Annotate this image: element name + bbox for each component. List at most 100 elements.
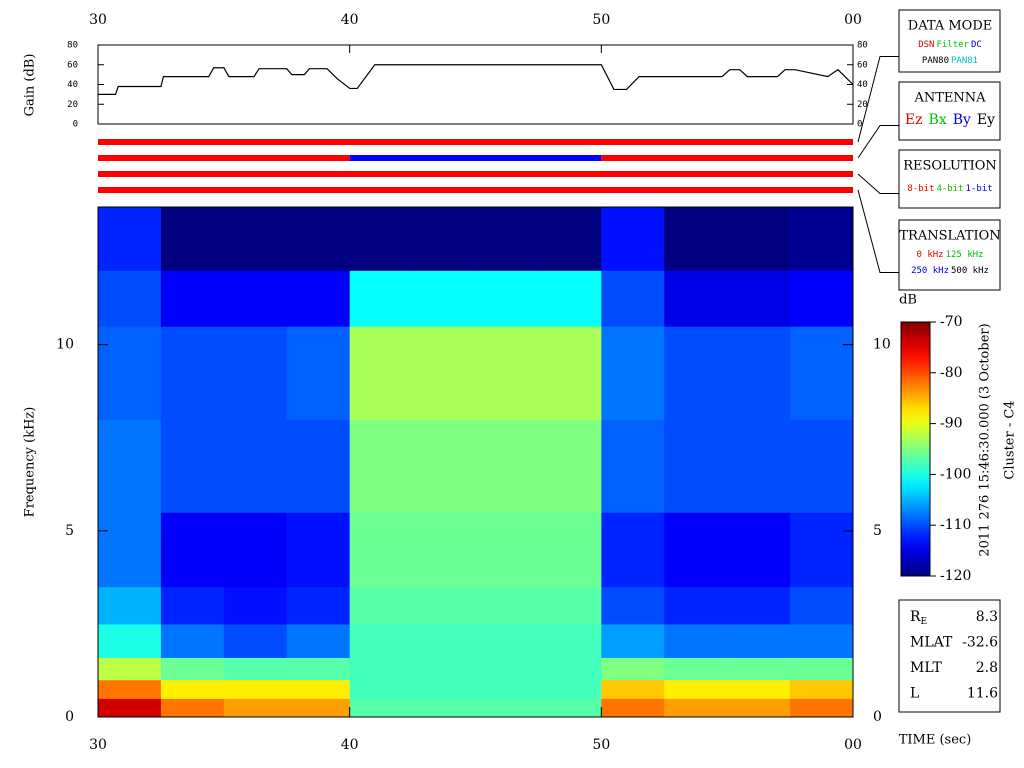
legend-row: 8-bit 4-bit 1-bit (907, 184, 992, 194)
heat-cell (790, 326, 854, 420)
legend-item: 4-bit (936, 184, 963, 194)
date-label: 2011 276 15:46:30.000 (3 October) (978, 323, 993, 556)
heat-cell (223, 326, 288, 420)
heat-cell (475, 623, 539, 658)
legend-title: ANTENNA (913, 91, 986, 106)
legend-box (898, 219, 1001, 291)
heat-cell (790, 698, 854, 718)
heat-cell (601, 419, 665, 513)
x-tick-label: 40 (341, 737, 359, 753)
heat-cell (286, 698, 351, 718)
heat-cell (538, 207, 602, 271)
legend-item: 250 kHz (911, 266, 949, 276)
heat-cell (601, 270, 665, 327)
y-tick-label: 20 (67, 100, 78, 110)
mode-bar (98, 171, 853, 177)
heat-cell (727, 586, 791, 625)
legend-box (898, 9, 1001, 73)
legend-item: PAN81 (951, 56, 978, 66)
heat-cell (286, 679, 351, 699)
legend-item: 500 kHz (951, 266, 989, 276)
heat-cell (601, 586, 665, 625)
ephemeris-box (898, 599, 1001, 713)
heat-cell (349, 326, 414, 420)
legend-item: Bx (929, 112, 947, 128)
heat-cell (223, 270, 288, 327)
heat-cell (160, 623, 225, 658)
heat-cell (601, 326, 665, 420)
heat-cell (349, 679, 414, 699)
heat-cell (538, 512, 602, 588)
gain-line (98, 64, 854, 95)
connector (857, 125, 899, 159)
heat-cell (349, 512, 414, 588)
x-tick-label: 00 (844, 12, 862, 28)
heat-cell (223, 419, 288, 513)
colorbar-tick-label: -90 (940, 416, 963, 432)
heat-cell (475, 419, 539, 513)
heat-cell (538, 623, 602, 658)
heat-cell (790, 623, 854, 658)
heat-cell (160, 698, 225, 718)
heat-cell (160, 512, 225, 588)
mode-bar (601, 155, 853, 161)
heat-cell (160, 207, 225, 271)
heat-cell (349, 657, 414, 681)
heat-cell (223, 698, 288, 718)
legend-item: DC (971, 40, 982, 50)
y-tick-label: 80 (67, 41, 78, 51)
legend-box (898, 81, 1001, 141)
heat-cell (790, 270, 854, 327)
heat-cell (412, 512, 476, 588)
heat-cell (286, 512, 351, 588)
heat-cell (98, 657, 162, 681)
heat-cell (475, 207, 539, 271)
x-tick-label: 30 (89, 12, 107, 28)
heat-cell (98, 623, 162, 658)
heat-cell (475, 586, 539, 625)
y-tick-label: 40 (67, 80, 78, 90)
heat-cell (664, 326, 728, 420)
heat-cell (727, 207, 791, 271)
connector (857, 56, 899, 143)
heat-cell (664, 698, 728, 718)
gain-frame (97, 44, 854, 125)
ephemeris-value: 8.3 (976, 609, 998, 625)
heat-cell (601, 207, 665, 271)
spacecraft-label: Cluster - C4 (1003, 400, 1018, 479)
heat-cell (601, 679, 665, 699)
heat-cell (727, 698, 791, 718)
heat-cell (349, 698, 414, 718)
ephemeris-value: -32.6 (962, 635, 998, 651)
x-tick-label: 40 (341, 12, 359, 28)
legend-title: RESOLUTION (903, 159, 997, 174)
heat-cell (538, 657, 602, 681)
heat-cell (601, 623, 665, 658)
heat-cell (727, 326, 791, 420)
heat-cell (475, 698, 539, 718)
legend-item: Ey (977, 112, 995, 128)
x-tick-label: 50 (592, 737, 610, 753)
legend-item: 125 kHz (946, 250, 984, 260)
heat-cell (664, 270, 728, 327)
y-tick-label: 0 (857, 120, 862, 130)
y-tick-label: 60 (67, 60, 78, 70)
heat-cell (601, 512, 665, 588)
ephemeris-label-sub: E (921, 617, 928, 627)
heat-cell (601, 657, 665, 681)
heat-cell (286, 657, 351, 681)
y-axis-title: Frequency (kHz) (23, 407, 38, 518)
legend-row: PAN80 PAN81 (922, 56, 978, 66)
ephemeris-label-text: R (910, 609, 921, 625)
colorbar-tick-label: -120 (940, 568, 971, 584)
heat-cell (475, 657, 539, 681)
heat-cell (98, 586, 162, 625)
x-axis-title: TIME (sec) (899, 733, 972, 748)
heat-cell (790, 586, 854, 625)
x-tick-label: 30 (89, 737, 107, 753)
heat-cell (412, 586, 476, 625)
heat-cell (790, 207, 854, 271)
heat-cell (664, 623, 728, 658)
heat-cell (98, 419, 162, 513)
